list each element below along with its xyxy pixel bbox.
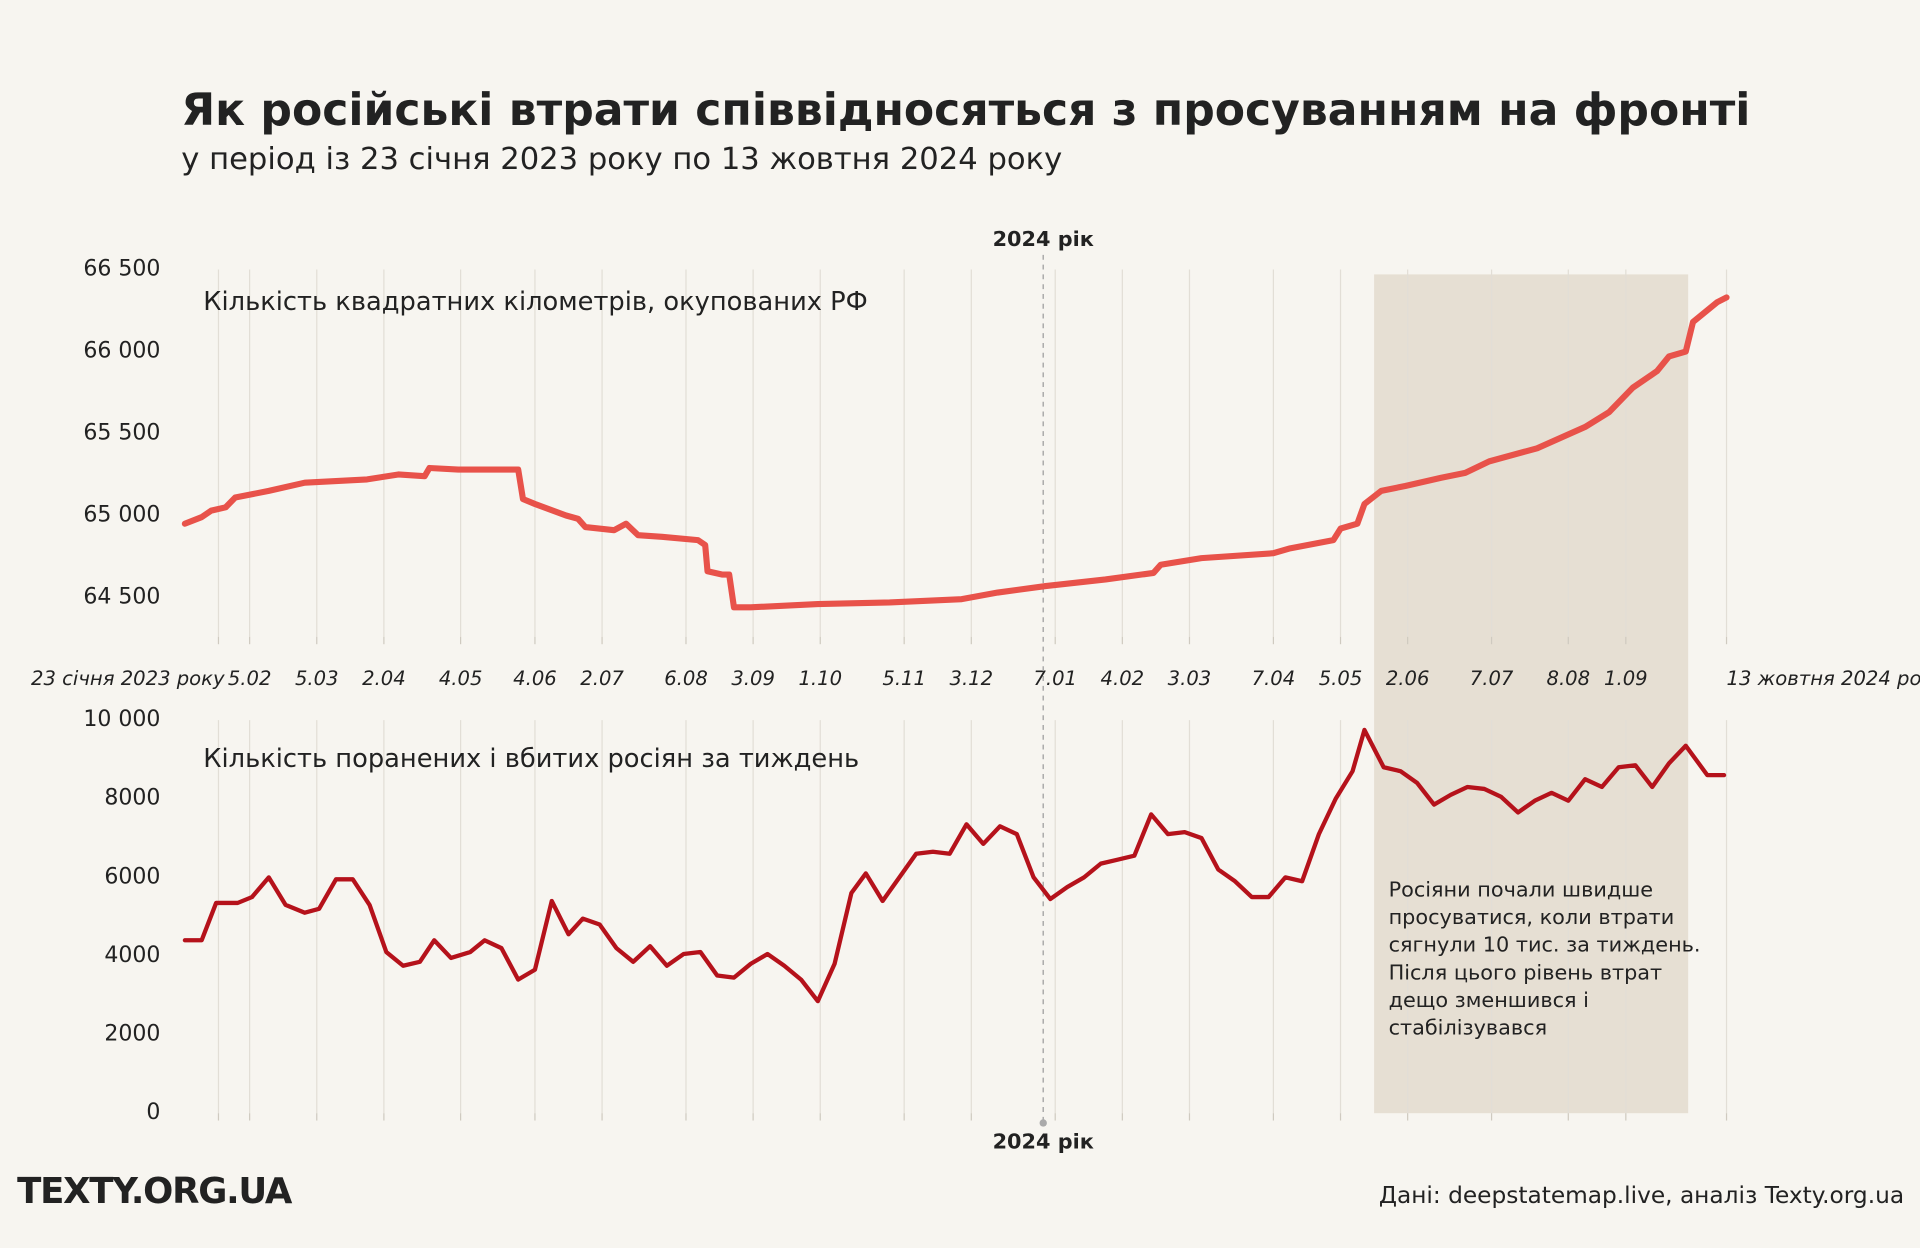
y-tick-label: 64 500 — [83, 584, 160, 609]
x-tick-label: 13 жовтня 2024 року — [1727, 667, 1920, 690]
x-tick-label: 1.09 — [1604, 667, 1648, 690]
x-tick-label: 23 січня 2023 року — [31, 667, 225, 690]
x-tick-label: 5.03 — [295, 667, 339, 690]
annotation: Росіяни почали швидше — [1389, 877, 1654, 901]
panel-title: Кількість поранених і вбитих росіян за т… — [203, 744, 859, 774]
year-label: 2024 рік — [993, 1130, 1094, 1154]
subtitle: у період із 23 січня 2023 року по 13 жов… — [181, 142, 1062, 177]
x-tick-label: 3.12 — [950, 667, 994, 690]
y-tick-label: 0 — [146, 1100, 160, 1125]
y-tick-label: 4000 — [104, 943, 160, 968]
x-tick-label: 4.05 — [439, 667, 483, 690]
x-tick-label: 3.03 — [1168, 667, 1212, 690]
y-tick-label: 66 500 — [83, 257, 160, 282]
x-tick-label: 1.10 — [798, 667, 842, 690]
x-tick-label: 7.04 — [1252, 667, 1296, 690]
x-tick-label: 2.07 — [580, 667, 624, 690]
year-marker-dot — [1039, 1119, 1047, 1127]
x-tick-label: 2.04 — [362, 667, 406, 690]
y-tick-label: 65 500 — [83, 421, 160, 446]
annotation: Після цього рівень втрат — [1389, 960, 1663, 984]
x-tick-label: 5.11 — [882, 667, 926, 690]
y-tick-label: 2000 — [104, 1022, 160, 1047]
x-tick-label: 6.08 — [664, 667, 708, 690]
y-tick-label: 10 000 — [83, 707, 160, 732]
highlight-band — [1374, 274, 1689, 1114]
y-tick-label: 6000 — [104, 864, 160, 889]
title: Як російські втрати співвідносяться з пр… — [181, 85, 1750, 136]
x-tick-label: 2.06 — [1386, 667, 1430, 690]
annotation: стабілізувався — [1389, 1016, 1548, 1040]
y-tick-label: 65 000 — [83, 503, 160, 528]
x-tick-label: 4.06 — [513, 667, 557, 690]
data-line — [181, 294, 1730, 611]
x-tick-label: 7.07 — [1470, 667, 1514, 690]
source: Дані: deepstatemap.live, аналіз Texty.or… — [1379, 1182, 1904, 1209]
y-tick-label: 8000 — [104, 786, 160, 811]
logo: TEXTY.ORG.UA — [17, 1171, 293, 1212]
annotation: просуватися, коли втрати — [1389, 905, 1675, 929]
data-line — [182, 727, 1727, 1004]
x-tick-label: 7.01 — [1033, 667, 1077, 690]
annotation: дещо зменшився і — [1389, 988, 1589, 1012]
panel-title: Кількість квадратних кілометрів, окупова… — [203, 287, 868, 317]
x-tick-label: 5.02 — [228, 667, 272, 690]
x-tick-label: 8.08 — [1546, 667, 1590, 690]
y-tick-label: 66 000 — [83, 339, 160, 364]
x-tick-label: 5.05 — [1319, 667, 1363, 690]
year-label: 2024 рік — [993, 227, 1094, 251]
x-tick-label: 4.02 — [1101, 667, 1145, 690]
annotation: сягнули 10 тис. за тиждень. — [1389, 933, 1701, 957]
x-tick-label: 3.09 — [731, 667, 775, 690]
